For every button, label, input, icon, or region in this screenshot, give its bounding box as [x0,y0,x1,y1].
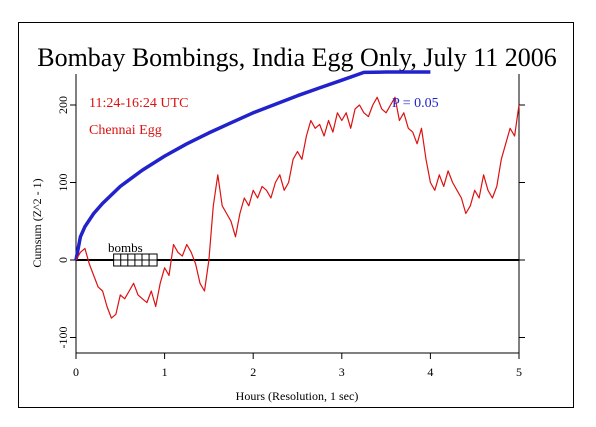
series-line-cumsum [75,96,520,319]
y-tick-label: 200 [56,96,70,114]
y-tick-label: 100 [56,174,70,192]
axes [75,74,520,354]
bombs-label: bombs [108,240,143,255]
y-tick-label: 0 [56,257,70,263]
time-range-label: 11:24-16:24 UTC [89,96,188,111]
egg-label: Chennai Egg [89,123,162,138]
x-tick-label: 0 [73,365,79,379]
x-tick-label: 2 [250,365,256,379]
bombs-layer [113,253,158,267]
series-line-p-value-envelope [74,70,431,261]
x-tick-label: 5 [516,365,522,379]
chart-title: Bombay Bombings, India Egg Only, July 11… [37,43,557,72]
x-tick-label: 4 [427,365,433,379]
ticks: 0 1 2 3 4 5 -100 0 100 200 [56,96,525,379]
p-value-label: P = 0.05 [392,96,439,111]
y-axis-title: Cumsum (Z^2 - 1) [30,178,44,267]
y-tick-label: -100 [56,327,70,349]
x-tick-label: 1 [162,365,168,379]
x-tick-label: 3 [339,365,345,379]
x-axis-title: Hours (Resolution, 1 sec) [236,389,359,403]
series-layer [74,70,520,319]
chart-frame [18,22,574,408]
